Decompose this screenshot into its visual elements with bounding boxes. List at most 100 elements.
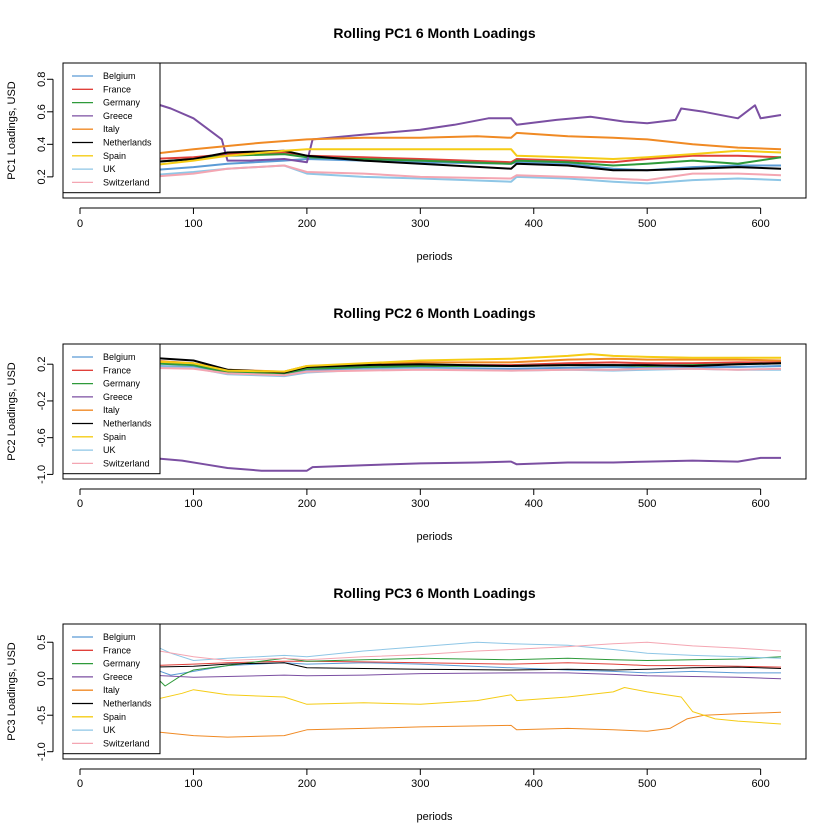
series-line-switzerland [150,641,782,661]
legend-entry-germany: Germany [103,98,141,108]
y-tick-label: -1.0 [36,742,48,761]
legend-entry-uk: UK [103,445,116,455]
chart-title: Rolling PC1 6 Month Loadings [333,25,535,41]
legend-entry-belgium: Belgium [103,352,136,362]
legend-entry-uk: UK [103,164,116,174]
series-line-uk [150,641,782,661]
series-line-netherlands [150,662,782,671]
y-tick-label: 0.0 [36,671,48,686]
series-line-spain [150,353,781,373]
legend-box [62,623,161,755]
legend-entry-spain: Spain [103,151,126,161]
x-tick-label: 100 [184,498,202,510]
legend-entry-spain: Spain [103,432,126,442]
legend-entry-netherlands: Netherlands [103,138,152,148]
legend-entry-netherlands: Netherlands [103,699,152,709]
x-axis-label: periods [416,531,453,543]
plot-frame [62,623,807,760]
legend: Belgium France Germany Greece Italy Netherlan… [62,343,161,475]
x-tick-label: 600 [751,778,769,790]
legend-entry-greece: Greece [103,672,133,682]
legend-entry-greece: Greece [103,111,133,121]
y-tick-label: -1.0 [36,465,48,484]
x-tick-label: 300 [411,498,429,510]
series-line-netherlands [150,149,782,172]
chart-title: Rolling PC2 6 Month Loadings [333,305,535,321]
y-tick-label: 0.2 [36,357,48,372]
x-tick-label: 0 [77,778,83,790]
series-line-italy [150,711,782,738]
series-line-switzerland [150,366,782,377]
x-tick-label: 400 [525,498,543,510]
x-tick-label: 500 [638,498,656,510]
y-tick-label: -0.5 [36,706,48,725]
x-tick-label: 200 [298,498,316,510]
x-tick-label: 600 [751,218,769,230]
x-tick-label: 100 [184,778,202,790]
legend-entry-switzerland: Switzerland [103,738,150,748]
x-tick-label: 300 [411,778,429,790]
y-tick-label: 0.8 [36,72,48,87]
legend-entry-spain: Spain [103,712,126,722]
legend-entry-greece: Greece [103,392,133,402]
series-line-italy [150,131,782,156]
legend-entry-italy: Italy [103,405,120,415]
series-group [150,353,782,472]
x-axis: 0 100 200 300 400 500 600 [77,488,770,510]
y-tick-label: 0.5 [36,635,48,650]
legend: Belgium France Germany Greece Italy Netherlan… [62,62,161,194]
series-group [149,101,782,185]
series-line-belgium [150,662,781,676]
x-tick-label: 600 [751,498,769,510]
legend-entry-netherlands: Netherlands [103,419,152,429]
y-axis: -1.0 -0.5 0.0 0.5 [36,635,54,761]
y-tick-label: -0.6 [36,428,48,447]
legend-entry-italy: Italy [103,124,120,134]
y-axis: 0.2 0.4 0.6 0.8 [36,72,54,185]
legend-entry-italy: Italy [103,685,120,695]
y-axis: -1.0 -0.6 -0.2 0.2 [36,357,54,484]
series-line-germany [150,153,782,167]
x-tick-label: 300 [411,218,429,230]
series-group [149,641,782,738]
series-line-germany [149,656,782,687]
y-axis-label: PC3 Loadings, USD [6,642,18,740]
series-line-greece [149,101,782,164]
y-axis-label: PC1 Loadings, USD [6,81,18,179]
y-tick-label: -0.2 [36,391,48,410]
x-tick-label: 0 [77,218,83,230]
y-tick-label: 0.4 [36,137,48,152]
chart-panel-3: Rolling PC3 6 Month Loadings 0 100 200 300 40… [6,585,807,823]
x-tick-label: 400 [525,778,543,790]
legend-entry-switzerland: Switzerland [103,177,150,187]
chart-panel-2: Rolling PC2 6 Month Loadings 0 100 200 300 40… [6,305,807,543]
legend-entry-switzerland: Switzerland [103,458,150,468]
chart-panel-1: Rolling PC1 6 Month Loadings 0 100 200 300 40… [6,25,807,263]
y-tick-label: 0.2 [36,169,48,184]
chart-title: Rolling PC3 6 Month Loadings [333,585,535,601]
x-axis: 0 100 200 300 400 500 600 [77,207,770,230]
y-tick-label: 0.6 [36,104,48,119]
series-line-spain [150,148,782,167]
series-line-greece [150,672,782,680]
y-axis-label: PC2 Loadings, USD [6,362,18,460]
x-tick-label: 0 [77,498,83,510]
legend-box [62,62,161,194]
legend-entry-germany: Germany [103,659,141,669]
legend-entry-uk: UK [103,725,116,735]
legend-entry-germany: Germany [103,379,141,389]
legend-box [62,343,161,475]
x-tick-label: 500 [638,778,656,790]
x-axis: 0 100 200 300 400 500 600 [77,768,770,790]
legend-entry-belgium: Belgium [103,71,136,81]
x-tick-label: 200 [298,778,316,790]
legend-entry-belgium: Belgium [103,632,136,642]
legend: Belgium France Germany Greece Italy Netherlan… [62,623,161,755]
series-line-switzerland [150,164,782,182]
legend-entry-france: France [103,645,131,655]
x-tick-label: 100 [184,218,202,230]
x-axis-label: periods [416,251,453,263]
x-tick-label: 500 [638,218,656,230]
x-tick-label: 200 [298,218,316,230]
